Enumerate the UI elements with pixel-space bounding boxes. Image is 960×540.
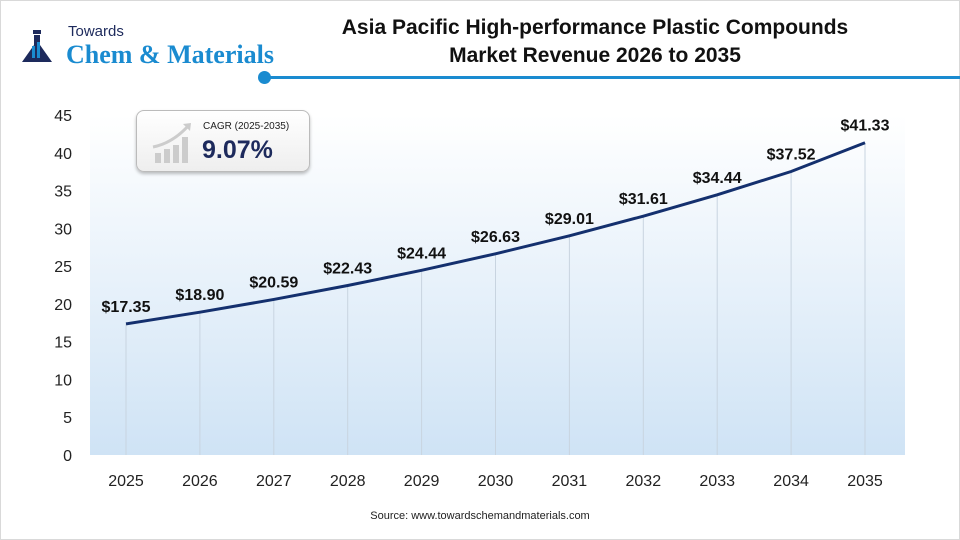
data-label: $18.90 xyxy=(175,287,224,304)
x-tick-label: 2027 xyxy=(256,473,292,490)
cagr-box: CAGR (2025-2035) 9.07% xyxy=(136,110,310,172)
y-tick-label: 45 xyxy=(54,108,72,125)
y-tick-label: 10 xyxy=(54,372,72,389)
logo: Towards Chem & Materials xyxy=(16,23,274,72)
title-dot xyxy=(258,71,271,84)
y-tick-label: 5 xyxy=(63,410,72,427)
data-label: $29.01 xyxy=(545,211,594,228)
cagr-label: CAGR (2025-2035) xyxy=(203,121,290,132)
title-line-1: Asia Pacific High-performance Plastic Co… xyxy=(341,16,849,39)
logo-small-text: Towards xyxy=(68,23,124,40)
series-line xyxy=(125,141,866,326)
source-note: Source: www.towardschemandmaterials.com xyxy=(370,510,590,522)
data-label: $20.59 xyxy=(249,274,298,291)
y-tick-label: 20 xyxy=(54,297,72,314)
title-underline xyxy=(265,76,960,79)
y-tick-label: 15 xyxy=(54,335,72,352)
data-label: $31.61 xyxy=(619,191,668,208)
data-label: $22.43 xyxy=(323,261,372,278)
cagr-value: 9.07% xyxy=(202,136,273,164)
title-line-2: Market Revenue 2026 to 2035 xyxy=(449,44,741,67)
growth-chart-icon xyxy=(152,123,191,163)
data-label: $24.44 xyxy=(397,245,446,262)
x-tick-label: 2031 xyxy=(552,473,588,490)
x-tick-label: 2025 xyxy=(108,473,144,490)
y-tick-label: 40 xyxy=(54,146,72,163)
y-tick-label: 30 xyxy=(54,221,72,238)
y-tick-label: 0 xyxy=(63,448,72,465)
x-tick-label: 2030 xyxy=(478,473,514,490)
data-label: $34.44 xyxy=(693,170,742,187)
x-tick-label: 2026 xyxy=(182,473,218,490)
data-label: $26.63 xyxy=(471,229,520,246)
logo-big-text: Chem & Materials xyxy=(66,40,274,69)
y-tick-label: 35 xyxy=(54,184,72,201)
x-tick-label: 2028 xyxy=(330,473,366,490)
y-tick-label: 25 xyxy=(54,259,72,276)
x-tick-label: 2029 xyxy=(404,473,440,490)
chart-title: Asia Pacific High-performance Plastic Co… xyxy=(290,14,900,70)
x-tick-label: 2033 xyxy=(699,473,735,490)
data-label: $41.33 xyxy=(841,118,890,135)
data-label: $17.35 xyxy=(102,299,151,316)
data-label: $37.52 xyxy=(767,147,816,164)
flask-icon xyxy=(22,30,52,62)
x-tick-label: 2034 xyxy=(773,473,809,490)
x-tick-label: 2035 xyxy=(847,473,883,490)
x-tick-label: 2032 xyxy=(626,473,662,490)
